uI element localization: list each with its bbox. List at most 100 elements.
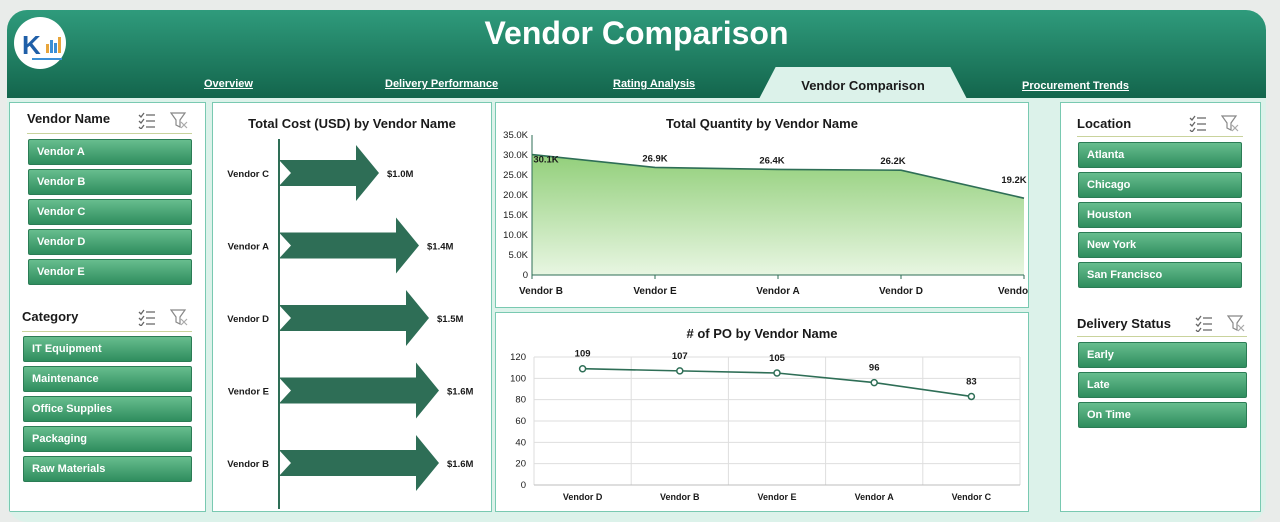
clear-filter-icon[interactable] [1221, 114, 1239, 132]
slicer-divider [1077, 136, 1243, 137]
qty-x-tick-vendor-e: Vendor E [633, 286, 677, 297]
left-slicer-panel: Vendor Name Vendor A Vendor B Vendor C V… [9, 102, 206, 512]
slicer-item-maintenance[interactable]: Maintenance [23, 366, 192, 392]
cost-arrow-vendor-b [279, 435, 439, 491]
po-x-tick-vendor-a: Vendor A [855, 492, 895, 502]
slicer-item-chicago[interactable]: Chicago [1078, 172, 1242, 198]
multi-select-icon[interactable] [1195, 314, 1213, 332]
total-cost-chart-panel: Total Cost (USD) by Vendor Name Vendor C… [212, 102, 492, 512]
slicer-divider [1077, 336, 1247, 337]
cost-data-label-vendor-c: $1.0M [387, 169, 413, 180]
slicer-item-late[interactable]: Late [1078, 372, 1247, 398]
slicer-item-raw-materials[interactable]: Raw Materials [23, 456, 192, 482]
slicer-item-houston[interactable]: Houston [1078, 202, 1242, 228]
slicer-title-location: Location [1077, 116, 1132, 131]
svg-text:K: K [22, 30, 41, 60]
po-x-tick-vendor-d: Vendor D [563, 492, 603, 502]
nav-tab-overview[interactable]: Overview [204, 78, 253, 90]
slicer-item-vendor-e[interactable]: Vendor E [28, 259, 192, 285]
po-point-vendor-b [676, 367, 684, 375]
cost-category-label-vendor-c: Vendor C [227, 169, 269, 180]
qty-area-fill [532, 154, 1024, 275]
po-y-tick-1: 20 [515, 459, 526, 470]
slicer-item-office-supplies[interactable]: Office Supplies [23, 396, 192, 422]
po-x-tick-vendor-b: Vendor B [660, 492, 700, 502]
nav-tab-procurement-trends[interactable]: Procurement Trends [1022, 80, 1129, 92]
slicer-item-atlanta[interactable]: Atlanta [1078, 142, 1242, 168]
slicer-item-vendor-d[interactable]: Vendor D [28, 229, 192, 255]
qty-x-tick-vendor-a: Vendor A [756, 286, 800, 297]
slicer-item-vendor-b[interactable]: Vendor B [28, 169, 192, 195]
qty-y-tick-1: 5.0K [508, 250, 528, 261]
slicer-item-on-time[interactable]: On Time [1078, 402, 1247, 428]
multi-select-icon[interactable] [1189, 114, 1207, 132]
qty-y-tick-2: 10.0K [503, 230, 528, 241]
slicer-item-early[interactable]: Early [1078, 342, 1247, 368]
po-data-label-vendor-a: 96 [869, 363, 880, 374]
company-logo: K [14, 17, 66, 69]
po-y-tick-6: 120 [510, 352, 526, 363]
cost-arrow-vendor-e [279, 362, 439, 419]
logo-mark-icon: K [22, 30, 62, 60]
qty-x-tick-vendor-d: Vendor D [879, 286, 923, 297]
qty-x-tick-vendor-b: Vendor B [519, 286, 563, 297]
po-point-vendor-a [870, 378, 878, 387]
nav-tab-rating-analysis[interactable]: Rating Analysis [613, 78, 696, 90]
qty-y-tick-7: 35.0K [503, 130, 528, 141]
clear-filter-icon[interactable] [170, 111, 188, 129]
nav-tab-vendor-comparison[interactable]: Vendor Comparison [759, 67, 967, 99]
slicer-title-vendor-name: Vendor Name [27, 111, 111, 126]
po-y-tick-4: 80 [515, 395, 526, 406]
po-data-label-vendor-d: 109 [575, 349, 591, 360]
qty-y-tick-4: 20.0K [503, 190, 528, 201]
slicer-item-it-equipment[interactable]: IT Equipment [23, 336, 192, 362]
dashboard: K Vendor Comparison Overview Delivery Pe… [7, 10, 1266, 522]
po-y-tick-3: 60 [515, 416, 526, 427]
qty-data-label-vendor-a: 26.4K [759, 155, 784, 166]
po-y-tick-2: 40 [515, 437, 526, 448]
po-point-vendor-e [773, 369, 781, 377]
header-banner: K Vendor Comparison Overview Delivery Pe… [7, 10, 1266, 98]
clear-filter-icon[interactable] [1227, 314, 1245, 332]
slicer-item-vendor-c[interactable]: Vendor C [28, 199, 192, 225]
chart-title-total-cost: Total Cost (USD) by Vendor Name [248, 116, 456, 131]
po-point-vendor-d [578, 364, 587, 373]
qty-y-tick-6: 30.0K [503, 150, 528, 161]
cost-arrow-vendor-c [279, 145, 379, 201]
slicer-divider [22, 331, 192, 332]
po-x-tick-vendor-e: Vendor E [757, 492, 796, 502]
cost-category-label-vendor-d: Vendor D [227, 314, 269, 325]
po-point-vendor-c [967, 392, 976, 401]
slicer-item-san-francisco[interactable]: San Francisco [1078, 262, 1242, 288]
po-data-label-vendor-b: 107 [672, 351, 688, 362]
clear-filter-icon[interactable] [170, 308, 188, 326]
cost-arrow-vendor-d [279, 290, 429, 346]
po-count-line-chart: 0 20 40 60 80 100 120 109 Vendor D 107 Vendor B 105… [510, 349, 1021, 502]
cost-data-label-vendor-b: $1.6M [447, 459, 473, 470]
cost-category-label-vendor-a: Vendor A [228, 242, 269, 253]
po-data-label-vendor-c: 83 [966, 376, 977, 387]
chart-title-total-quantity: Total Quantity by Vendor Name [666, 116, 858, 131]
total-cost-arrow-chart: Vendor C $1.0M Vendor A $1.4M Vendor D $1.5M V… [227, 139, 473, 509]
cost-category-label-vendor-b: Vendor B [227, 459, 269, 470]
slicer-divider [27, 133, 192, 134]
qty-data-label-vendor-e: 26.9K [642, 153, 667, 164]
slicer-title-delivery-status: Delivery Status [1077, 316, 1171, 331]
slicer-item-packaging[interactable]: Packaging [23, 426, 192, 452]
slicer-item-vendor-a[interactable]: Vendor A [28, 139, 192, 165]
qty-y-tick-0: 0 [523, 270, 528, 281]
po-count-chart-panel: # of PO by Vendor Name 0 20 40 60 80 100 120 10… [495, 312, 1029, 512]
po-y-tick-0: 0 [521, 480, 526, 491]
nav-tab-delivery-performance[interactable]: Delivery Performance [385, 78, 499, 90]
multi-select-icon[interactable] [138, 308, 156, 326]
qty-series-line [531, 153, 1025, 199]
po-data-label-vendor-e: 105 [769, 353, 786, 364]
slicer-item-new-york[interactable]: New York [1078, 232, 1242, 258]
chart-title-po-count: # of PO by Vendor Name [686, 326, 838, 341]
qty-y-tick-3: 15.0K [503, 210, 528, 221]
po-y-tick-5: 100 [510, 373, 526, 384]
total-quantity-chart-panel: Total Quantity by Vendor Name 0 5.0K 10.0K… [495, 102, 1029, 308]
multi-select-icon[interactable] [138, 111, 156, 129]
total-quantity-area-chart: 0 5.0K 10.0K 15.0K 20.0K 25.0K 30.0K 35.0K Vendo… [503, 130, 1028, 297]
cost-category-label-vendor-e: Vendor E [228, 387, 269, 398]
